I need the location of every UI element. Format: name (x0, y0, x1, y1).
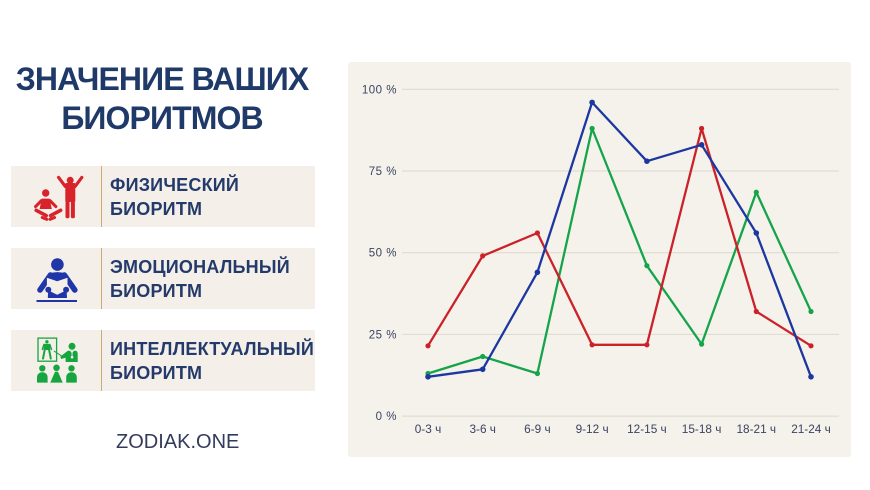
svg-text:0 %: 0 % (376, 411, 397, 423)
svg-text:75 %: 75 % (369, 166, 397, 178)
svg-text:18-21 ч: 18-21 ч (736, 422, 776, 436)
svg-text:50 %: 50 % (369, 248, 397, 260)
svg-text:25 %: 25 % (369, 329, 397, 341)
svg-text:15-18 ч: 15-18 ч (682, 422, 722, 436)
svg-text:12-15 ч: 12-15 ч (627, 422, 667, 436)
svg-text:21-24 ч: 21-24 ч (791, 422, 831, 436)
svg-text:9-12 ч: 9-12 ч (576, 422, 609, 436)
svg-text:100 %: 100 % (362, 84, 397, 96)
svg-text:6-9 ч: 6-9 ч (524, 422, 550, 436)
svg-text:0-3 ч: 0-3 ч (415, 422, 441, 436)
svg-text:3-6 ч: 3-6 ч (469, 422, 495, 436)
